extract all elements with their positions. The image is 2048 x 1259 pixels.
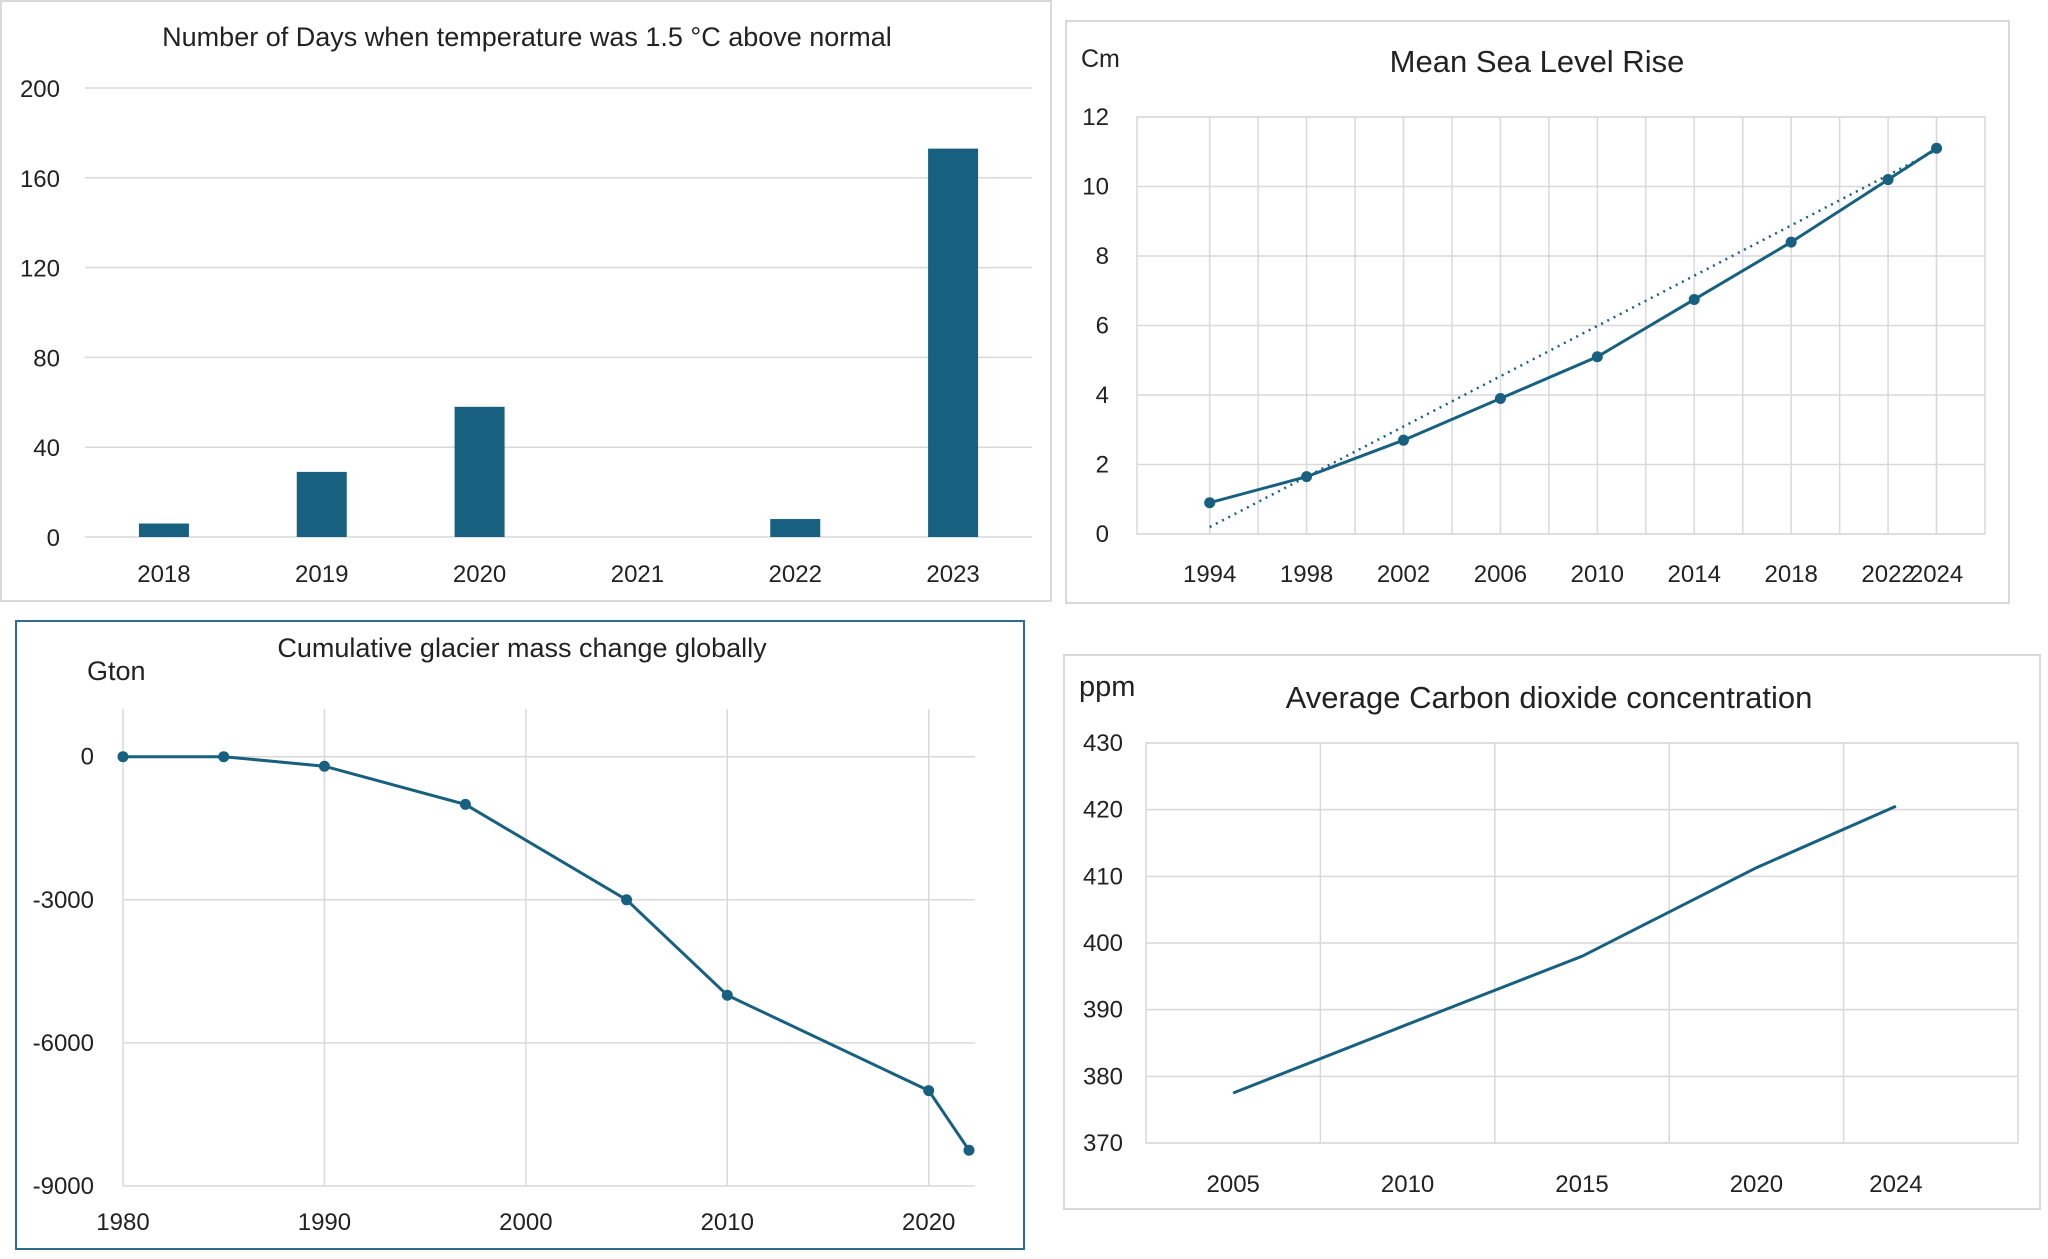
data-point	[117, 751, 129, 763]
data-point	[459, 798, 471, 810]
chart-title: Average Carbon dioxide concentration	[1286, 680, 1813, 715]
data-point	[1882, 174, 1894, 186]
x-tick-label: 2002	[1377, 561, 1430, 588]
y-tick-label: 6	[1096, 313, 1109, 340]
y-tick-label: 0	[1096, 521, 1109, 548]
series-line	[123, 755, 971, 1152]
data-point	[218, 751, 230, 763]
y-axis-unit: ppm	[1079, 671, 1135, 703]
bar	[770, 519, 821, 537]
x-tick-label: 2024	[1910, 561, 1963, 588]
y-tick-label: 370	[1083, 1130, 1123, 1157]
co2-chart-panel: Average Carbon dioxide concentration ppm 3…	[1063, 654, 2041, 1210]
y-tick-label: 0	[81, 744, 94, 771]
y-tick-label: 200	[20, 76, 60, 103]
x-tick-label: 2020	[1730, 1171, 1783, 1198]
data-point	[1301, 471, 1313, 483]
chart-title: Cumulative glacier mass change globally	[277, 633, 767, 663]
x-tick-label: 2014	[1668, 561, 1721, 588]
x-tick-label: 2000	[499, 1209, 552, 1236]
y-tick-label: 12	[1082, 104, 1109, 131]
x-tick-label: 2015	[1555, 1171, 1608, 1198]
data-point	[1688, 293, 1700, 305]
y-tick-label: -9000	[33, 1173, 94, 1200]
x-tick-label: 2005	[1207, 1171, 1260, 1198]
y-tick-label: 380	[1083, 1063, 1123, 1090]
x-tick-label: 2018	[1764, 561, 1817, 588]
y-tick-label: 430	[1083, 730, 1123, 757]
x-tick-label: 2023	[926, 561, 979, 588]
y-tick-label: 410	[1083, 863, 1123, 890]
x-tick-label: 1980	[96, 1209, 149, 1236]
x-tick-label: 2020	[453, 561, 506, 588]
y-tick-label: 420	[1083, 797, 1123, 824]
data-point	[1398, 434, 1410, 446]
y-tick-label: 160	[20, 166, 60, 193]
data-point	[1591, 351, 1603, 363]
y-tick-label: 120	[20, 256, 60, 283]
data-point	[1931, 142, 1943, 154]
sea-level-chart: Mean Sea Level Rise Cm 0 2 4 6 8 10 12 1994 1998 20…	[1081, 44, 1986, 588]
x-tick-label: 2010	[1571, 561, 1624, 588]
series-line	[1232, 804, 1897, 1095]
bar	[138, 523, 189, 537]
bar	[928, 148, 979, 538]
y-tick-label: 0	[47, 525, 60, 552]
days-above-normal-chart: Number of Days when temperature was 1.5 …	[20, 22, 1032, 588]
x-tick-label: 2022	[1861, 561, 1914, 588]
data-point	[721, 989, 733, 1001]
x-tick-label: 2006	[1474, 561, 1527, 588]
trendline	[1209, 148, 1938, 529]
data-point	[963, 1144, 975, 1156]
x-tick-label: 1998	[1280, 561, 1333, 588]
x-tick-label: 2010	[1381, 1171, 1434, 1198]
co2-chart: Average Carbon dioxide concentration ppm 3…	[1079, 671, 2019, 1198]
data-point	[318, 760, 330, 772]
x-tick-label: 2020	[902, 1209, 955, 1236]
chart-title: Number of Days when temperature was 1.5 …	[162, 22, 892, 52]
y-axis-unit: Gton	[87, 656, 146, 686]
y-tick-label: 8	[1096, 243, 1109, 270]
x-tick-label: 1994	[1183, 561, 1236, 588]
x-tick-label: 2018	[137, 561, 190, 588]
bar	[454, 406, 505, 537]
bar	[296, 471, 347, 537]
y-tick-label: -6000	[33, 1030, 94, 1057]
y-tick-label: 80	[33, 345, 60, 372]
y-tick-label: 400	[1083, 930, 1123, 957]
data-point	[1494, 392, 1506, 404]
days-above-normal-chart-panel: Number of Days when temperature was 1.5 …	[0, 0, 1052, 602]
x-tick-label: 2019	[295, 561, 348, 588]
x-tick-label: 2021	[611, 561, 664, 588]
glacier-mass-chart-panel: Cumulative glacier mass change globally G…	[15, 620, 1025, 1250]
y-tick-label: 390	[1083, 997, 1123, 1024]
x-tick-label: 2024	[1869, 1171, 1922, 1198]
sea-level-chart-panel: Mean Sea Level Rise Cm 0 2 4 6 8 10 12 1994 1998 20…	[1065, 20, 2010, 604]
y-tick-label: 4	[1096, 382, 1109, 409]
y-tick-label: 10	[1082, 174, 1109, 201]
x-tick-label: 1990	[298, 1209, 351, 1236]
data-point	[1785, 236, 1797, 248]
y-tick-label: 40	[33, 435, 60, 462]
glacier-mass-chart: Cumulative glacier mass change globally G…	[33, 633, 975, 1236]
data-point	[1204, 497, 1216, 509]
data-point	[923, 1085, 935, 1097]
y-tick-label: -3000	[33, 887, 94, 914]
y-axis-unit: Cm	[1081, 45, 1120, 73]
chart-title: Mean Sea Level Rise	[1390, 44, 1685, 79]
x-tick-label: 2022	[769, 561, 822, 588]
y-tick-label: 2	[1096, 452, 1109, 479]
x-tick-label: 2010	[701, 1209, 754, 1236]
data-point	[621, 894, 633, 906]
